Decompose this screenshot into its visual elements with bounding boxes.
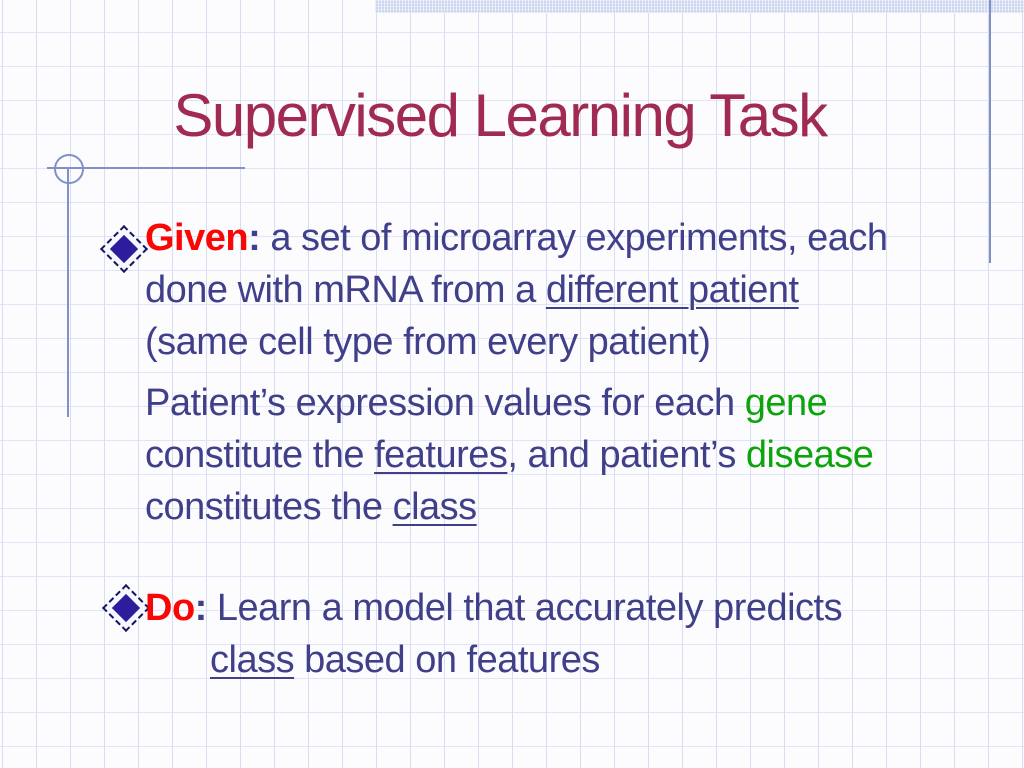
diamond-bullet-icon xyxy=(99,224,149,274)
given-line-2: done with mRNA from a different patient xyxy=(145,264,888,316)
given-label: Given xyxy=(145,217,249,259)
left-accent-line xyxy=(67,168,69,417)
patient-line1-green-text: gene xyxy=(744,382,828,424)
patient-line2-green-text: disease xyxy=(745,434,874,476)
given-separator: : xyxy=(248,217,271,259)
right-accent-line xyxy=(989,0,991,263)
patient-line3-text: constitutes the xyxy=(145,486,393,528)
do-line-1: Do: Learn a model that accurately predic… xyxy=(145,582,843,634)
given-line2-text: done with mRNA from a xyxy=(145,269,546,311)
given-line1-text: a set of microarray experiments, each xyxy=(270,217,888,259)
diamond-bullet-icon xyxy=(101,583,151,633)
bullet-item-given: Given: a set of microarray experiments, … xyxy=(145,212,888,368)
top-accent-bar xyxy=(375,0,1024,13)
patient-line2-mid-text: , and patient’s xyxy=(507,434,746,476)
patient-line3-underlined-text: class xyxy=(392,486,478,528)
patient-line2-text: constitute the xyxy=(145,434,375,476)
accent-circle-icon xyxy=(54,154,84,184)
title-underline-accent-line xyxy=(47,167,245,169)
do-separator: : xyxy=(194,587,217,629)
given-line-1: Given: a set of microarray experiments, … xyxy=(145,212,888,264)
given-line2-underlined-text: different patient xyxy=(545,269,799,311)
do-line-2: class based on features xyxy=(145,634,842,686)
bullet-item-do: Do: Learn a model that accurately predic… xyxy=(145,582,843,686)
patient-line-3: constitutes the class xyxy=(145,481,873,533)
slide-title: Supervised Learning Task xyxy=(173,82,828,149)
do-label: Do xyxy=(145,587,195,629)
do-line2-text: based on features xyxy=(294,639,600,681)
patient-line2-underlined-text: features xyxy=(374,434,508,476)
paragraph-patient: Patient’s expression values for each gen… xyxy=(145,377,874,533)
patient-line-1: Patient’s expression values for each gen… xyxy=(145,377,873,429)
given-line3-text: (same cell type from every patient) xyxy=(145,321,711,363)
patient-line-2: constitute the features, and patient’s d… xyxy=(145,429,874,481)
given-line-3: (same cell type from every patient) xyxy=(145,316,888,368)
do-line2-underlined-text: class xyxy=(210,639,295,681)
do-line1-text: Learn a model that accurately predicts xyxy=(216,587,843,629)
patient-line1-text: Patient’s expression values for each xyxy=(145,382,745,424)
